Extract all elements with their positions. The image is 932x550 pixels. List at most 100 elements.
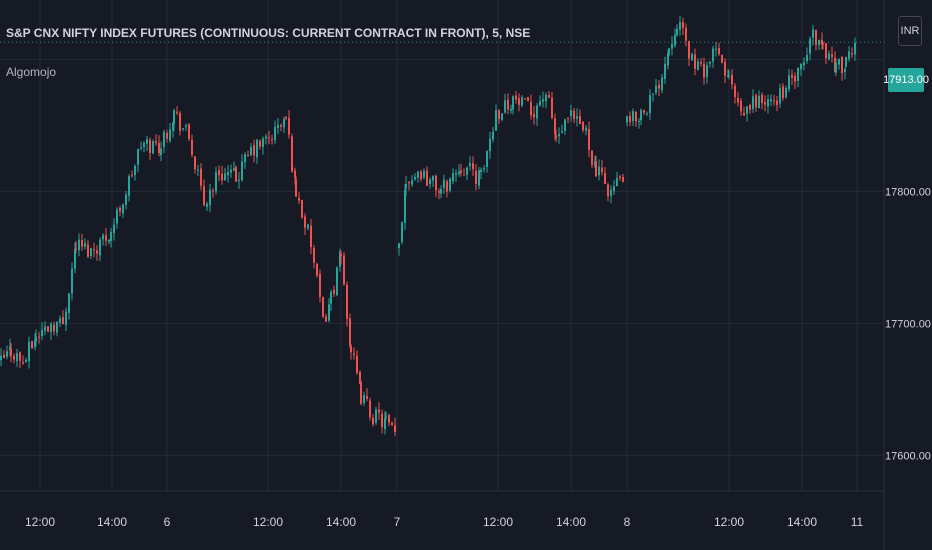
candle-body — [812, 29, 814, 38]
candle-body — [291, 136, 293, 172]
candle-body — [10, 348, 12, 356]
candle-body — [59, 318, 61, 323]
candle-body — [731, 74, 733, 85]
candle-body — [307, 224, 309, 229]
candle-body — [691, 53, 693, 61]
x-tick-label: 11 — [851, 515, 864, 529]
candle-body — [140, 147, 142, 149]
candle-body — [776, 100, 778, 106]
candle-body — [700, 62, 702, 64]
candle-body — [113, 224, 115, 234]
candle-body — [227, 172, 229, 176]
candle-body — [340, 253, 342, 257]
candle-body — [408, 182, 410, 184]
candle-body — [515, 95, 517, 100]
candle-body — [773, 100, 775, 102]
x-tick-label: 6 — [164, 515, 171, 529]
candle-body — [310, 225, 312, 248]
candle-body — [38, 336, 40, 338]
candle-body — [185, 125, 187, 127]
candle-body — [661, 77, 663, 91]
candle-body — [65, 311, 67, 325]
candle-body — [295, 179, 297, 197]
indicator-label[interactable]: Algomojo — [6, 65, 57, 79]
candle-body — [598, 166, 600, 176]
candle-body — [360, 382, 362, 404]
candle-body — [758, 95, 760, 108]
candle-body — [350, 345, 352, 353]
candle-body — [116, 209, 118, 224]
x-tick-label: 14:00 — [556, 515, 586, 529]
candle-body — [378, 409, 380, 413]
candle-body — [530, 102, 532, 116]
candle-body — [285, 117, 287, 119]
candle-body — [718, 48, 720, 55]
candle-body — [709, 61, 711, 64]
candle-body — [322, 297, 324, 317]
candle-body — [110, 231, 112, 241]
candle-body — [674, 34, 676, 46]
candle-body — [336, 267, 338, 296]
candle-body — [105, 234, 107, 241]
candle-body — [498, 110, 500, 119]
last-price-tag: 17913.00 — [883, 68, 929, 92]
candle-body — [455, 172, 457, 175]
candle-body — [629, 115, 631, 122]
candle-body — [191, 139, 193, 155]
candle-body — [108, 240, 110, 242]
candle-body — [480, 169, 482, 172]
candle-body — [325, 316, 327, 322]
candle-body — [518, 98, 520, 105]
candle-body — [591, 150, 593, 165]
candle-body — [244, 154, 246, 163]
candle-body — [47, 326, 49, 332]
candle-body — [604, 173, 606, 184]
candle-body — [385, 416, 387, 418]
candle-body — [31, 341, 33, 349]
candle-body — [489, 138, 491, 152]
candle-body — [366, 395, 368, 399]
candle-body — [256, 139, 258, 158]
candle-body — [818, 40, 820, 45]
candle-body — [521, 97, 523, 106]
candle-body — [761, 94, 763, 103]
y-tick-label: 17600.00 — [885, 450, 931, 462]
candle-body — [851, 53, 853, 55]
candle-body — [536, 105, 538, 119]
candle-body — [688, 41, 690, 59]
candle-body — [53, 324, 55, 332]
candle-body — [548, 95, 550, 98]
candle-body — [50, 324, 52, 333]
candle-body — [224, 173, 226, 181]
chart-title: S&P CNX NIFTY INDEX FUTURES (CONTINUOUS:… — [6, 26, 531, 40]
x-tick-label: 14:00 — [97, 515, 127, 529]
candle-body — [785, 87, 787, 98]
candle-body — [405, 183, 407, 189]
candle-body — [492, 131, 494, 140]
candles — [0, 15, 888, 437]
candle-body — [262, 138, 264, 147]
candle-body — [576, 116, 578, 119]
candle-body — [41, 330, 43, 337]
candle-body — [241, 161, 243, 180]
candle-body — [384, 418, 386, 429]
x-tick-label: 8 — [624, 515, 631, 529]
candle-body — [794, 75, 796, 82]
candle-body — [841, 57, 843, 74]
candle-body — [28, 341, 30, 362]
candle-body — [230, 169, 232, 173]
candle-body — [78, 239, 80, 251]
candle-body — [585, 127, 587, 131]
candle-body — [483, 168, 485, 170]
candle-body — [71, 268, 73, 294]
candle-body — [238, 179, 240, 181]
candle-body — [25, 359, 27, 363]
candle-body — [6, 351, 8, 357]
candle-body — [667, 52, 669, 66]
candle-body — [558, 133, 560, 137]
currency-button[interactable]: INR — [898, 16, 922, 46]
candle-body — [288, 117, 290, 135]
candle-body — [737, 97, 739, 103]
candle-body — [658, 84, 660, 89]
